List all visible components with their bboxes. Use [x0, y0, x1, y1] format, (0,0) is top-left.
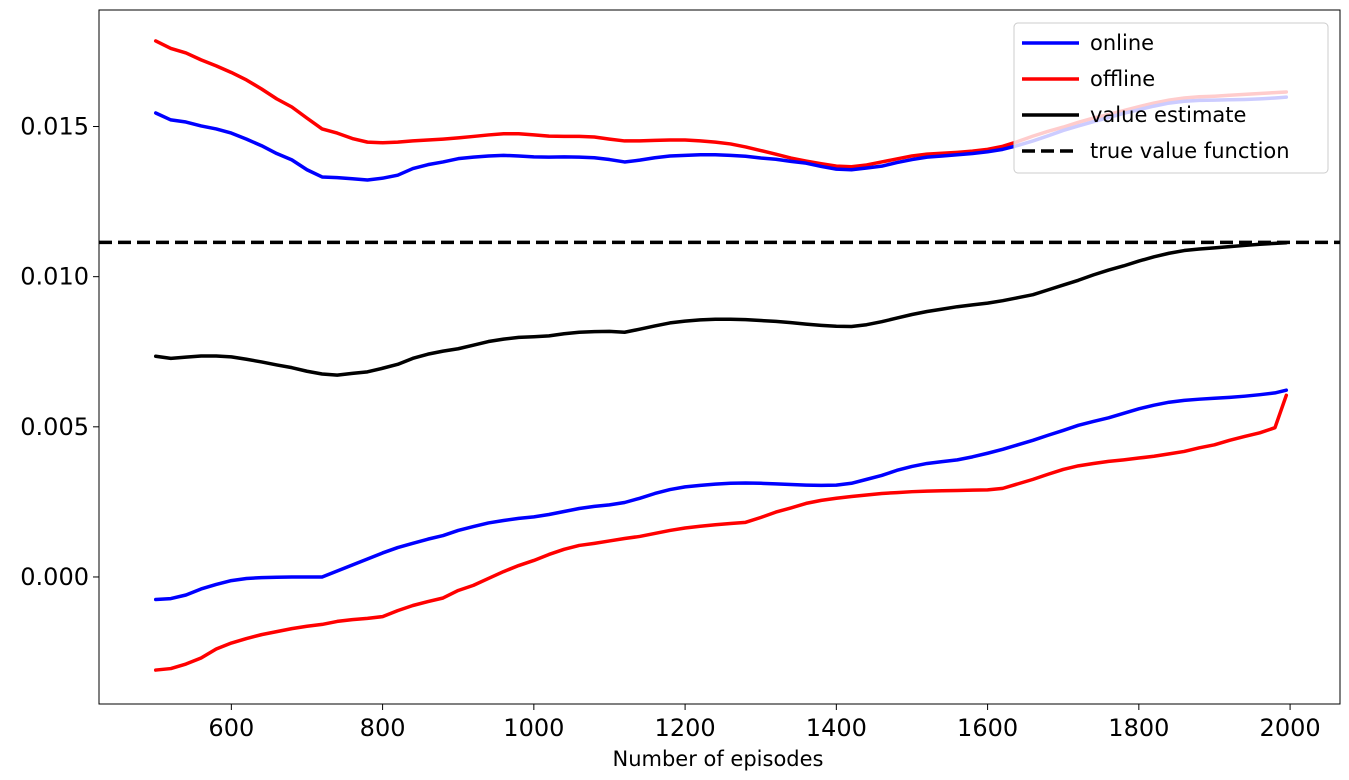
- y-tick-label: 0.010: [20, 263, 89, 291]
- x-tick-label: 1400: [806, 714, 867, 742]
- legend: online offline value estimate true value fu…: [1013, 22, 1329, 174]
- offline-lower-line: [153, 393, 1289, 672]
- legend-label-value-estimate: value estimate: [1090, 103, 1246, 127]
- y-tick-label: 0.000: [20, 563, 89, 591]
- x-tick-label: 1200: [655, 714, 716, 742]
- online-lower-line: [153, 388, 1289, 602]
- legend-box: [1013, 22, 1329, 174]
- plot-frame: [98, 9, 1341, 705]
- x-axis: 600 800 1000 1200 1400 1600 1800 2000: [208, 704, 1321, 742]
- x-tick-label: 1800: [1108, 714, 1169, 742]
- x-tick-label: 600: [208, 714, 254, 742]
- x-tick-label: 800: [360, 714, 406, 742]
- y-tick-label: 0.005: [20, 413, 89, 441]
- plot-area: [98, 9, 1341, 705]
- y-axis: 0.000 0.005 0.010 0.015: [20, 113, 99, 591]
- legend-label-offline: offline: [1090, 67, 1155, 91]
- legend-label-true-value-function: true value function: [1090, 139, 1290, 163]
- x-axis-title: Number of episodes: [612, 747, 823, 771]
- legend-label-online: online: [1090, 31, 1154, 55]
- x-tick-label: 1600: [957, 714, 1018, 742]
- x-tick-label: 1000: [503, 714, 564, 742]
- value-estimate-line: [153, 240, 1289, 377]
- x-tick-label: 2000: [1260, 714, 1321, 742]
- y-tick-label: 0.015: [20, 113, 89, 141]
